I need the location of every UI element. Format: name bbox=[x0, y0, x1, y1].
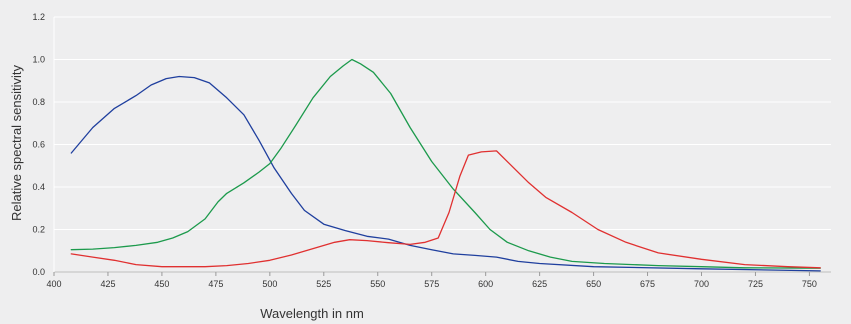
y-tick-label: 0.8 bbox=[32, 97, 45, 107]
x-tick-label: 675 bbox=[640, 279, 655, 289]
x-tick-label: 400 bbox=[46, 279, 61, 289]
x-tick-label: 550 bbox=[370, 279, 385, 289]
y-tick-label: 0.4 bbox=[32, 182, 45, 192]
y-tick-label: 0.0 bbox=[32, 267, 45, 277]
x-tick-label: 725 bbox=[748, 279, 763, 289]
series-line-2 bbox=[70, 58, 821, 269]
x-tick-label: 450 bbox=[154, 279, 169, 289]
x-tick-label: 700 bbox=[694, 279, 709, 289]
x-tick-label: 475 bbox=[208, 279, 223, 289]
y-axis-title: Relative spectral sensitivity bbox=[9, 64, 24, 221]
x-tick-label: 750 bbox=[802, 279, 817, 289]
gridlines bbox=[54, 16, 831, 230]
axes bbox=[53, 17, 831, 276]
x-tick-label: 650 bbox=[586, 279, 601, 289]
y-tick-label: 1.2 bbox=[32, 12, 45, 22]
series-lines bbox=[70, 58, 821, 272]
y-tick-label: 1.0 bbox=[32, 55, 45, 65]
y-tick-label: 0.2 bbox=[32, 225, 45, 235]
x-tick-label: 500 bbox=[262, 279, 277, 289]
x-tick-label: 600 bbox=[478, 279, 493, 289]
x-tick-labels: 400 425 450 475 500 525 550 575 600 625 650 675 700 7… bbox=[46, 279, 816, 289]
series-line-3 bbox=[70, 150, 821, 269]
y-tick-label: 0.6 bbox=[32, 140, 45, 150]
x-axis-title: Wavelength in nm bbox=[260, 306, 364, 321]
x-tick-label: 425 bbox=[100, 279, 115, 289]
x-tick-label: 575 bbox=[424, 279, 439, 289]
x-tick-label: 525 bbox=[316, 279, 331, 289]
y-tick-labels: 0.0 0.2 0.4 0.6 0.8 1.0 1.2 bbox=[32, 12, 45, 277]
series-line-1 bbox=[70, 75, 821, 272]
x-tick-label: 625 bbox=[532, 279, 547, 289]
